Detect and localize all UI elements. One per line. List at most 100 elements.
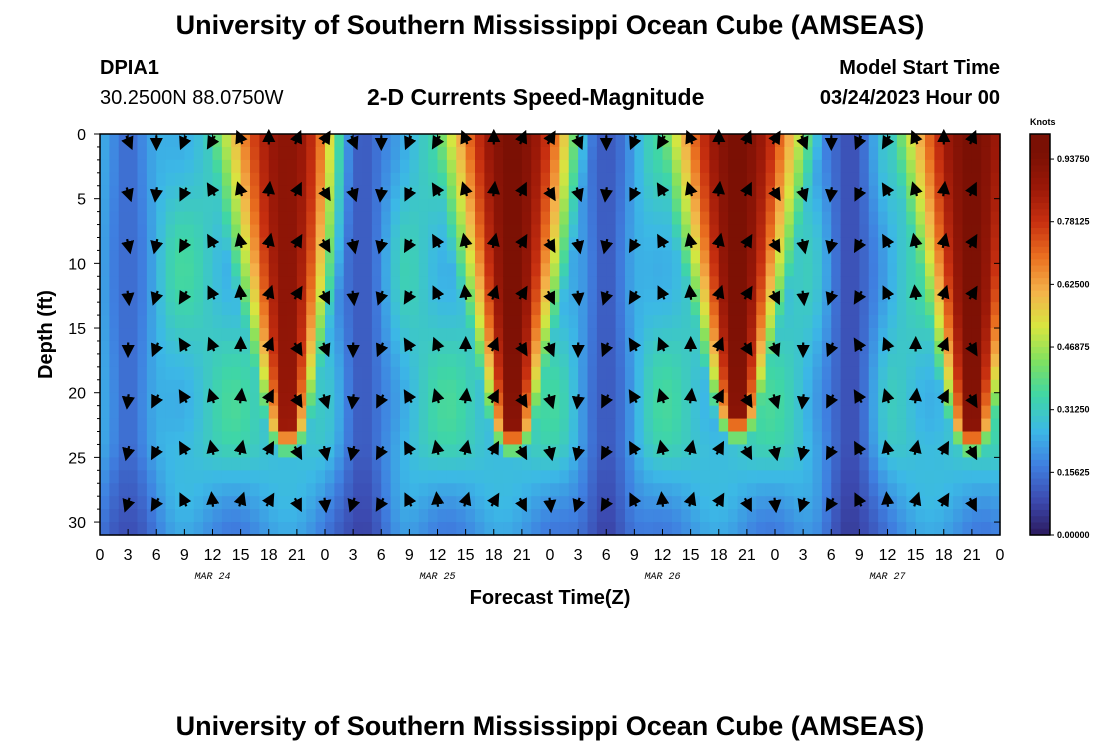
heatmap-cell <box>550 328 560 342</box>
heatmap-cell <box>100 315 110 329</box>
heatmap-cell <box>765 457 776 471</box>
current-vector-arrow <box>965 233 978 249</box>
heatmap-cell <box>784 198 795 213</box>
heatmap-cell <box>390 457 401 471</box>
heatmap-cell <box>765 470 776 484</box>
heatmap-cell <box>934 263 945 277</box>
heatmap-cell <box>362 315 373 329</box>
current-vector-arrow <box>515 181 527 197</box>
heatmap-cell <box>240 185 251 200</box>
current-vector-arrow <box>600 238 614 255</box>
heatmap-cell <box>371 328 382 342</box>
x-tick-label: 6 <box>827 547 836 564</box>
heatmap-cell <box>775 405 785 420</box>
heatmap-cell <box>934 198 945 213</box>
heatmap-cell <box>831 509 842 523</box>
heatmap-cell <box>840 134 851 148</box>
heatmap-cell <box>362 263 373 277</box>
heatmap-cell <box>531 146 542 161</box>
heatmap-cell <box>381 302 392 316</box>
heatmap-cell <box>746 353 757 368</box>
heatmap-cell <box>540 211 551 226</box>
heatmap-cell <box>906 328 917 342</box>
heatmap-cell <box>287 392 298 407</box>
heatmap-cell <box>109 353 120 368</box>
heatmap-cell <box>278 444 289 458</box>
heatmap-cell <box>981 457 992 471</box>
current-vector-arrow <box>543 342 556 358</box>
heatmap-cell <box>446 457 457 471</box>
current-vector-arrow <box>853 290 867 305</box>
current-vector-arrow <box>684 232 698 249</box>
heatmap-cell <box>456 470 467 484</box>
heatmap-cell <box>728 392 739 407</box>
heatmap-cell <box>287 315 298 329</box>
heatmap-cell <box>934 315 945 329</box>
heatmap-cell <box>990 392 1001 407</box>
heatmap-cell <box>540 353 551 368</box>
heatmap-cell <box>784 159 795 174</box>
heatmap-cell <box>278 263 289 277</box>
current-vector-arrow <box>768 238 781 254</box>
heatmap-cell <box>353 522 364 536</box>
heatmap-cell <box>268 418 279 433</box>
heatmap-cell <box>437 302 448 316</box>
heatmap-cell <box>840 431 851 446</box>
heatmap-cell <box>137 522 148 536</box>
heatmap-cell <box>137 353 148 368</box>
heatmap-cell <box>831 483 842 497</box>
heatmap-cell <box>643 379 654 394</box>
heatmap-cell <box>625 302 635 316</box>
heatmap-cell <box>756 470 767 484</box>
heatmap-cell <box>418 470 429 484</box>
heatmap-cell <box>868 522 879 536</box>
heatmap-cell <box>878 379 889 394</box>
heatmap-cell <box>343 379 354 394</box>
heatmap-cell <box>662 418 673 433</box>
heatmap-cell <box>850 250 860 264</box>
heatmap-cell <box>559 276 570 290</box>
heatmap-cell <box>878 276 889 290</box>
current-vector-arrow <box>628 337 642 353</box>
heatmap-cell <box>231 457 242 471</box>
heatmap-cell <box>906 509 917 523</box>
heatmap-cell <box>362 353 373 368</box>
heatmap-cell <box>325 522 335 536</box>
heatmap-cell <box>775 172 785 187</box>
colorbar-label: Knots <box>1030 117 1056 127</box>
heatmap-cell <box>746 457 757 471</box>
heatmap-cell <box>146 224 157 239</box>
heatmap-cell <box>606 315 617 329</box>
heatmap-cell <box>662 496 673 510</box>
heatmap-cell <box>850 418 860 433</box>
heatmap-cell <box>540 250 551 264</box>
heatmap-cell <box>559 418 570 433</box>
heatmap-cell <box>400 172 410 187</box>
heatmap-cell <box>700 276 710 290</box>
current-vector-arrow <box>515 233 528 249</box>
heatmap-cell <box>381 405 392 420</box>
heatmap-cell <box>334 146 345 161</box>
heatmap-cell <box>793 522 804 536</box>
heatmap-cell <box>193 392 204 407</box>
heatmap-cell <box>587 483 598 497</box>
heatmap-cell <box>362 172 373 187</box>
heatmap-cell <box>268 522 279 536</box>
heatmap-cell <box>896 237 907 252</box>
current-vector-arrow <box>178 389 192 404</box>
heatmap-cell <box>850 444 860 458</box>
heatmap-cell <box>925 250 935 264</box>
heatmap-cell <box>737 211 748 226</box>
heatmap-cell <box>512 250 523 264</box>
heatmap-cell <box>353 379 364 394</box>
heatmap-cell <box>306 431 317 446</box>
heatmap-cell <box>981 302 992 316</box>
colorbar-swatch <box>1030 146 1050 154</box>
heatmap-cell <box>428 366 439 381</box>
heatmap-cell <box>493 470 504 484</box>
current-vector-arrow <box>683 491 697 507</box>
heatmap-cell <box>446 483 457 497</box>
heatmap-cell <box>193 483 204 497</box>
heatmap-cell <box>859 405 870 420</box>
heatmap-cell <box>456 328 467 342</box>
